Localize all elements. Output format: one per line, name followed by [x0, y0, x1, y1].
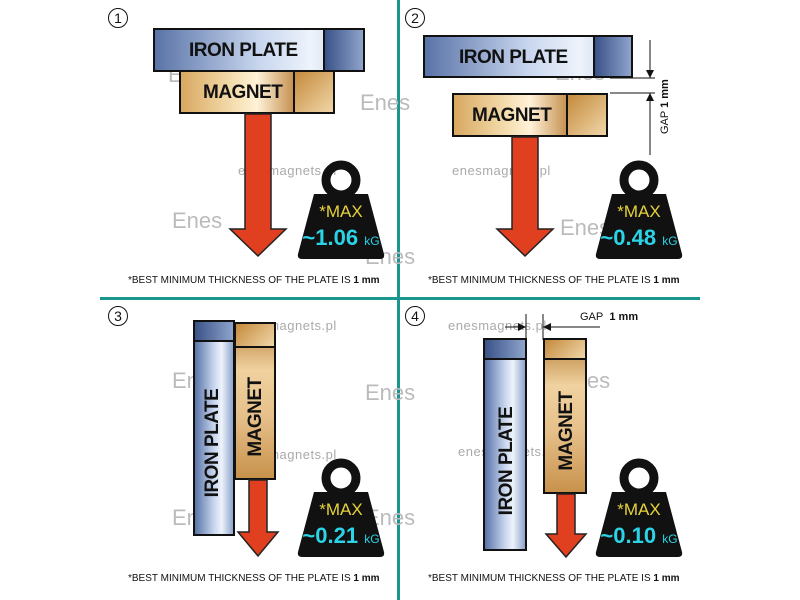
weight-badge: *MAX ~0.48 kG	[594, 160, 684, 260]
iron-plate-block: IRON PLATE	[193, 320, 235, 536]
iron-plate-block: IRON PLATE	[423, 35, 633, 78]
watermark-logo: Enes	[360, 90, 411, 115]
note-text: *BEST MINIMUM THICKNESS OF THE PLATE IS	[128, 573, 351, 584]
panel-number: 2	[405, 8, 425, 28]
magnet-label: MAGNET	[556, 391, 577, 471]
magnet-block: MAGNET	[543, 338, 587, 494]
gap-dimension-icon	[610, 40, 655, 155]
magnet-label: MAGNET	[472, 105, 552, 126]
thickness-note: *BEST MINIMUM THICKNESS OF THE PLATE IS …	[428, 573, 680, 584]
magnet-label: MAGNET	[203, 82, 283, 103]
value-number: ~0.48	[600, 225, 657, 250]
magnet-block: MAGNET	[234, 322, 276, 480]
weight-icon	[297, 458, 385, 557]
magnet-block: MAGNET	[179, 70, 335, 114]
max-label: *MAX	[319, 202, 363, 221]
divider-horizontal	[100, 297, 700, 300]
force-arrow-icon	[228, 113, 288, 258]
force-arrow-icon	[544, 493, 588, 559]
force-arrow-icon	[236, 479, 280, 558]
magnet-label: MAGNET	[245, 377, 266, 457]
panel-number: 1	[108, 8, 128, 28]
gap-label: GAP 1 mm	[659, 79, 671, 134]
gap-text: GAP	[580, 311, 604, 323]
max-value: ~0.10 kG	[594, 523, 684, 549]
max-value: ~1.06 kG	[296, 225, 386, 251]
max-value: ~0.21 kG	[296, 523, 386, 549]
weight-icon	[297, 160, 385, 259]
panel-number: 4	[405, 306, 425, 326]
watermark-site: enesmagnets.pl	[448, 318, 547, 333]
iron-plate-label: IRON PLATE	[496, 406, 517, 516]
thickness-note: *BEST MINIMUM THICKNESS OF THE PLATE IS …	[128, 275, 380, 286]
note-text: *BEST MINIMUM THICKNESS OF THE PLATE IS	[428, 275, 651, 286]
gap-value: 1 mm	[659, 79, 671, 108]
max-label: *MAX	[617, 500, 661, 519]
iron-plate-block: IRON PLATE	[153, 28, 365, 72]
note-value: 1 mm	[653, 275, 680, 286]
note-value: 1 mm	[353, 275, 380, 286]
gap-dimension-icon	[505, 314, 600, 340]
gap-value: 1 mm	[609, 311, 639, 323]
weight-icon	[595, 160, 683, 259]
value-number: ~0.21	[302, 523, 359, 548]
value-unit: kG	[364, 234, 380, 248]
note-text: *BEST MINIMUM THICKNESS OF THE PLATE IS	[128, 275, 351, 286]
note-value: 1 mm	[653, 573, 680, 584]
iron-plate-label: IRON PLATE	[459, 47, 568, 68]
note-value: 1 mm	[353, 573, 380, 584]
iron-plate-block: IRON PLATE	[483, 338, 527, 551]
watermark-logo: Enes	[365, 380, 416, 405]
max-value: ~0.48 kG	[594, 225, 684, 251]
max-label: *MAX	[319, 500, 363, 519]
iron-plate-label: IRON PLATE	[202, 388, 223, 498]
weight-badge: *MAX ~1.06 kG	[296, 160, 386, 260]
value-unit: kG	[662, 234, 678, 248]
value-number: ~0.10	[600, 523, 657, 548]
watermark-logo: Enes	[172, 208, 223, 233]
note-text: *BEST MINIMUM THICKNESS OF THE PLATE IS	[428, 573, 651, 584]
thickness-note: *BEST MINIMUM THICKNESS OF THE PLATE IS …	[428, 275, 680, 286]
weight-badge: *MAX ~0.21 kG	[296, 458, 386, 558]
weight-badge: *MAX ~0.10 kG	[594, 458, 684, 558]
value-unit: kG	[364, 532, 380, 546]
gap-text: GAP	[659, 110, 671, 134]
thickness-note: *BEST MINIMUM THICKNESS OF THE PLATE IS …	[128, 573, 380, 584]
panel-number: 3	[108, 306, 128, 326]
divider-vertical	[397, 0, 400, 600]
gap-label: GAP 1 mm	[580, 311, 638, 323]
weight-icon	[595, 458, 683, 557]
value-number: ~1.06	[302, 225, 359, 250]
magnet-block: MAGNET	[452, 93, 608, 137]
force-arrow-icon	[495, 136, 555, 258]
value-unit: kG	[662, 532, 678, 546]
iron-plate-label: IRON PLATE	[189, 40, 298, 61]
max-label: *MAX	[617, 202, 661, 221]
